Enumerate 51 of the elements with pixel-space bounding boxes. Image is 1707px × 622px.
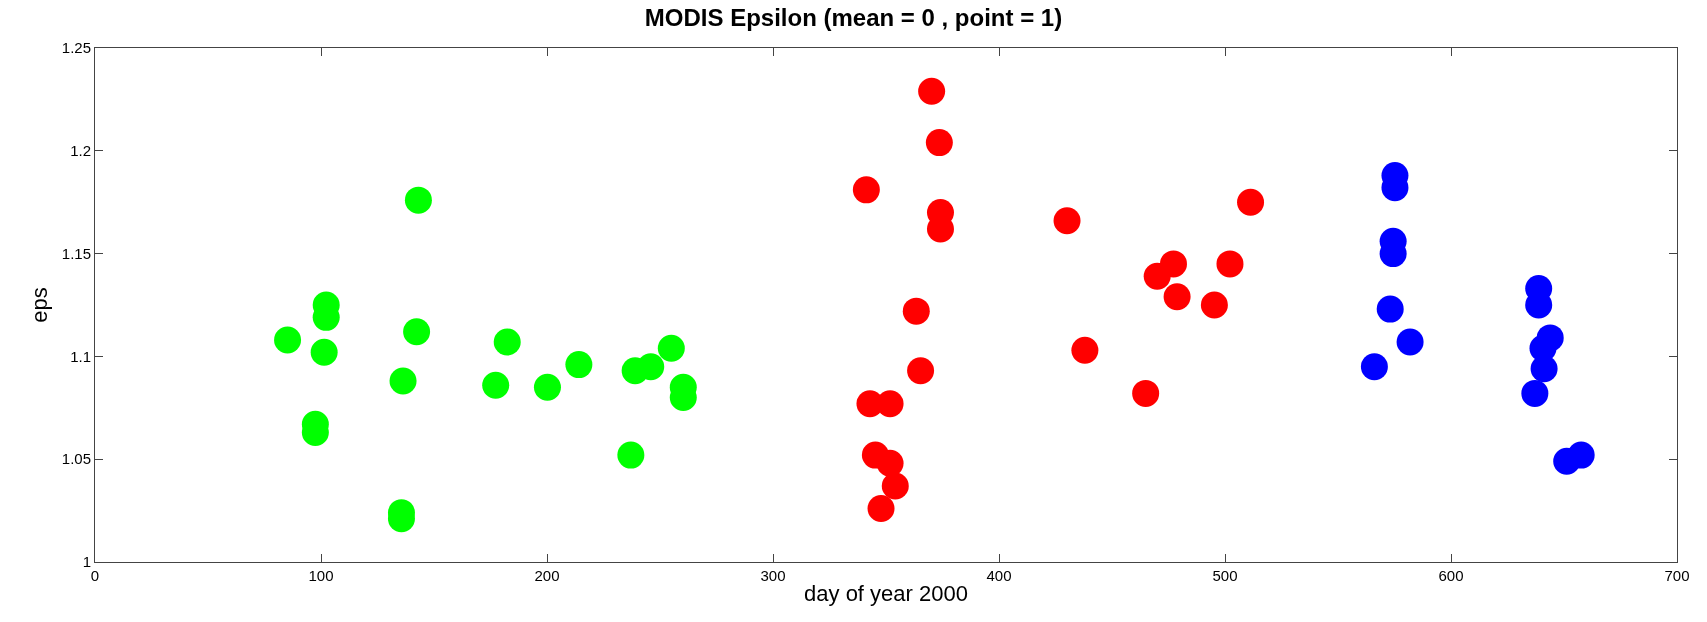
point [565, 351, 593, 379]
point [403, 318, 431, 346]
x-axis-title: day of year 2000 [804, 580, 968, 606]
x-tick-label: 600 [1438, 567, 1464, 584]
y-tick-label: 1 [82, 553, 91, 571]
x-tick-label: 0 [90, 567, 100, 584]
point [482, 371, 510, 399]
point [404, 186, 432, 214]
y-tick-label: 1.2 [70, 142, 91, 160]
point [1163, 283, 1191, 311]
point [617, 441, 645, 469]
point [1237, 188, 1265, 216]
chart-title: MODIS Epsilon (mean = 0 , point = 1) [644, 4, 1063, 32]
point [918, 77, 946, 105]
point [533, 373, 561, 401]
x-tick-label: 300 [760, 567, 786, 584]
x-tick-label: 500 [1212, 567, 1238, 584]
point [1071, 336, 1099, 364]
point [1200, 291, 1228, 319]
point [1376, 295, 1404, 323]
point [310, 338, 338, 366]
point [637, 353, 665, 381]
point [902, 297, 930, 325]
x-tick-label: 400 [986, 567, 1012, 584]
point [852, 176, 880, 204]
point [389, 367, 417, 395]
point [1143, 262, 1171, 290]
point [881, 472, 909, 500]
point [1567, 441, 1595, 469]
x-tick-label: 200 [534, 567, 560, 584]
point [493, 328, 521, 356]
x-tick-label: 700 [1664, 567, 1690, 584]
y-tick-label: 1.25 [61, 39, 91, 57]
x-tick-label: 100 [308, 567, 334, 584]
point [1396, 328, 1424, 356]
point [876, 449, 904, 477]
point [1521, 379, 1549, 407]
point [1360, 353, 1388, 381]
y-tick-label: 1.05 [61, 450, 91, 468]
point [1132, 379, 1160, 407]
point [925, 129, 953, 157]
point [657, 334, 685, 362]
point [274, 326, 302, 354]
point [907, 357, 935, 385]
point [1216, 250, 1244, 278]
point [1053, 207, 1081, 235]
y-tick-label: 1.1 [70, 347, 91, 365]
point [867, 495, 895, 523]
y-axis-title: eps [26, 287, 52, 323]
y-tick-label: 1.15 [61, 244, 91, 262]
point [1530, 355, 1558, 383]
